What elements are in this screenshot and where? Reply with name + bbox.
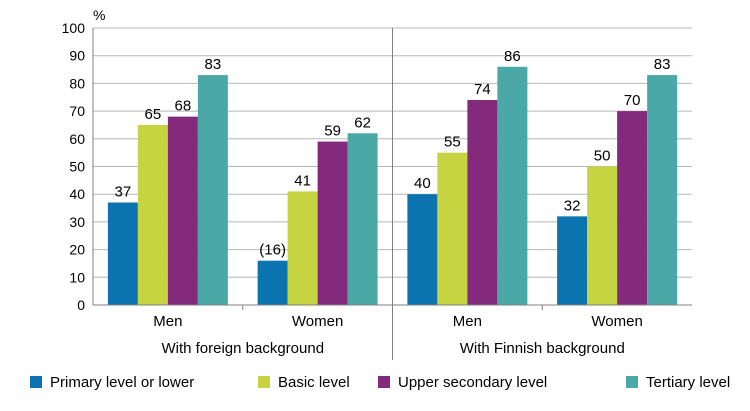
legend-item: Upper secondary level: [378, 374, 547, 391]
legend-swatch: [30, 376, 42, 388]
bar: [437, 152, 468, 305]
legend-item: Basic level: [258, 374, 350, 391]
bar-value-label: 50: [594, 148, 611, 165]
bar-value-label: 68: [175, 98, 192, 115]
bar: [167, 116, 198, 305]
labels: 0 10 20 30 40 50 60 70 80 90 100 37 65 68 83 Men (16) 41 5…: [62, 20, 671, 357]
group-label: With foreign background: [161, 340, 324, 357]
y-tick-label: 40: [69, 186, 85, 202]
bar-value-label: 37: [115, 184, 132, 201]
bar-value-label: 83: [654, 56, 671, 73]
bar: [407, 194, 438, 305]
bar: [497, 66, 528, 305]
legend-item: Tertiary level: [626, 374, 730, 391]
bar: [107, 202, 138, 305]
bar: [197, 75, 228, 305]
bar: [317, 141, 348, 305]
bar: [647, 75, 678, 305]
y-axis-unit-label: %: [93, 7, 105, 23]
legend-item: Primary level or lower: [30, 374, 194, 391]
bar: [347, 133, 378, 305]
legend-swatch: [258, 376, 270, 388]
y-tick-label: 30: [69, 214, 85, 230]
y-tick-label: 80: [69, 75, 85, 91]
bar-value-label: (16): [259, 242, 286, 259]
bar: [467, 100, 498, 306]
y-tick-label: 0: [77, 297, 85, 313]
y-tick-label: 100: [62, 20, 86, 36]
bar-value-label: 62: [354, 114, 371, 131]
bar-value-label: 55: [444, 134, 461, 151]
bar: [287, 191, 318, 305]
group-label: With Finnish background: [460, 340, 625, 357]
category-label: Men: [153, 313, 182, 330]
bar: [587, 166, 618, 305]
bar: [557, 216, 588, 305]
y-tick-label: 70: [69, 103, 85, 119]
bar-value-label: 86: [504, 48, 521, 65]
legend-label: Basic level: [278, 374, 350, 391]
category-label: Women: [292, 313, 343, 330]
bar: [617, 111, 648, 305]
bar-value-label: 83: [205, 56, 222, 73]
bar-value-label: 59: [324, 123, 341, 140]
legend: Primary level or lower Basic level Upper s…: [30, 374, 730, 391]
y-tick-label: 50: [69, 159, 85, 175]
axes: [92, 28, 692, 360]
category-label: Men: [453, 313, 482, 330]
y-tick-label: 60: [69, 131, 85, 147]
bar-value-label: 74: [474, 81, 491, 98]
bar-value-label: 41: [294, 172, 311, 189]
bar: [137, 124, 168, 305]
bar: [257, 260, 288, 305]
legend-swatch: [378, 376, 390, 388]
bars: [107, 66, 678, 306]
y-tick-label: 90: [69, 48, 85, 64]
y-tick-label: 10: [69, 269, 85, 285]
legend-label: Primary level or lower: [50, 374, 194, 391]
legend-label: Upper secondary level: [398, 374, 547, 391]
bar-value-label: 32: [564, 197, 581, 214]
y-tick-label: 20: [69, 242, 85, 258]
bar-value-label: 65: [145, 106, 162, 123]
category-label: Women: [591, 313, 642, 330]
bar-value-label: 70: [624, 92, 641, 109]
legend-label: Tertiary level: [646, 374, 730, 391]
legend-swatch: [626, 376, 638, 388]
bar-value-label: 40: [414, 175, 431, 192]
